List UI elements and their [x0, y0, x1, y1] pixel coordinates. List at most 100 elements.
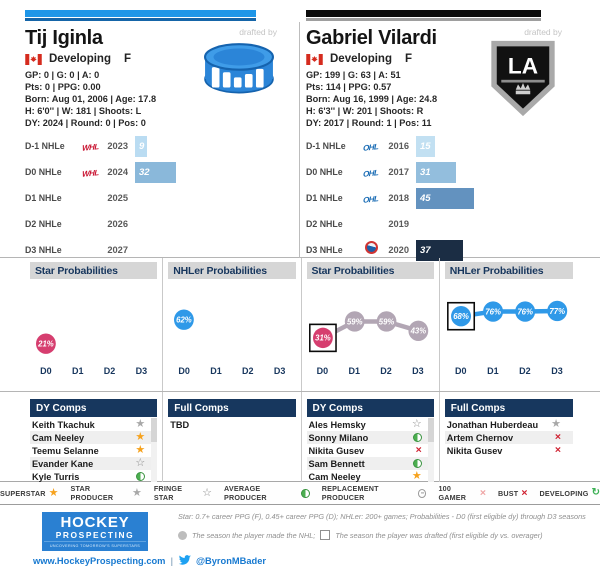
comps-list: Keith Tkachuk ★ Cam Neeley ★ Teemu Selanne ★ E…	[30, 418, 158, 483]
nhle-row-label: D1 NHLe	[25, 193, 62, 203]
nhle-row-label: D-1 NHLe	[306, 141, 346, 151]
svg-text:LA: LA	[508, 53, 538, 78]
ohl-logo-icon: OHL	[363, 168, 379, 179]
canada-flag-icon	[306, 53, 323, 65]
axis-tick-label: D2	[380, 366, 392, 376]
twitter-icon	[178, 555, 191, 565]
legend-item: STAR PRODUCER ★	[70, 484, 141, 502]
legend-item: SUPERSTAR ★	[0, 486, 59, 499]
ohl-logo-icon: OHL	[363, 142, 379, 153]
probability-point	[344, 311, 365, 332]
season-year-label: 2020	[388, 245, 409, 255]
twitter-handle[interactable]: @ByronMBader	[195, 555, 266, 566]
nhle-bar-area: 32	[135, 161, 291, 183]
axis-tick-label: D0	[178, 366, 190, 376]
full-comps-panel-left: Full Comps TBD	[163, 392, 302, 483]
season-year-label: 2027	[107, 245, 128, 255]
whl-logo-icon: WHL	[81, 142, 99, 153]
superstar-star-icon: ★	[411, 470, 422, 482]
star-probability-chart: 21%	[35, 333, 56, 354]
panel-title: Star Probabilities	[30, 262, 158, 279]
axis-tick-label: D0	[40, 366, 52, 376]
probability-point-label: 59%	[346, 317, 362, 326]
player-status: Developing	[330, 53, 392, 65]
comp-row: Nikita Gusev ×	[445, 444, 573, 457]
nhle-row: D3 NHLe 2027	[25, 237, 291, 263]
comp-player-name: Ales Hemsky	[308, 419, 366, 430]
comps-scrollbar-thumb[interactable]	[427, 418, 434, 442]
nhle-row: D2 NHLe 2026	[25, 211, 291, 237]
axis-tick-label: D2	[103, 366, 116, 376]
nhle-row-label: D3 NHLe	[25, 245, 62, 255]
probability-point	[35, 333, 56, 354]
panel-title: NHLer Probabilities	[444, 262, 573, 279]
nhle-value-bar: 32	[135, 161, 176, 183]
star-producer-icon: ★	[135, 418, 146, 430]
league-slot: WHL	[77, 163, 103, 181]
axis-tick-label: D1	[210, 366, 222, 376]
comp-player-name: Evander Kane	[32, 458, 94, 469]
nhle-row: D2 NHLe 2019	[306, 211, 576, 237]
league-slot: OHL	[358, 137, 384, 155]
comp-row: Cam Neeley ★	[30, 431, 158, 444]
average-producer-icon	[301, 488, 310, 498]
nhle-value-bar: 9	[135, 135, 147, 157]
stat-line: GP: 199 | G: 63 | A: 51	[306, 70, 401, 80]
nhle-bar-area	[135, 214, 291, 235]
legend-item: DEVELOPING ↻	[539, 488, 600, 498]
developing-icon: ↻	[591, 487, 600, 498]
probability-point	[514, 301, 535, 322]
nhle-value-bar: 45	[416, 187, 474, 209]
website-link[interactable]: www.HockeyProspecting.com	[33, 555, 166, 566]
legend-label: SUPERSTAR	[0, 488, 46, 498]
nhle-value-bar: 15	[416, 135, 435, 157]
nhle-row: D-1 NHLe WHL 2023 9	[25, 133, 291, 159]
bust-x-icon: ×	[554, 444, 561, 457]
stat-line: GP: 0 | G: 0 | A: 0	[25, 70, 100, 80]
comp-row: Sonny Milano	[306, 431, 434, 444]
superstar-star-icon: ★	[135, 431, 146, 443]
probability-point-label: 62%	[176, 315, 192, 324]
nhle-row: D0 NHLe WHL 2024 32	[25, 159, 291, 185]
season-year-label: 2023	[107, 141, 128, 151]
axis-tick-label: D0	[455, 366, 467, 376]
comp-row: Jonathan Huberdeau ★	[445, 418, 573, 431]
average-producer-icon	[412, 433, 422, 442]
axis-tick-label: D1	[348, 366, 360, 376]
probability-point-label: 77%	[549, 307, 565, 316]
superstar-star-icon: ★	[48, 486, 59, 499]
nhle-row-label: D3 NHLe	[306, 245, 343, 255]
top-section: Tij Iginla Developing F GP: 0 | G: 0 | A…	[0, 0, 600, 261]
legend-item: AVERAGE PRODUCER	[224, 484, 310, 502]
season-year-label: 2016	[388, 141, 409, 151]
season-year-label: 2017	[388, 167, 409, 177]
comps-scrollbar[interactable]	[151, 418, 158, 483]
comp-row: TBD	[168, 418, 295, 431]
nhle-bar-area	[416, 214, 576, 235]
comps-list: Jonathan Huberdeau ★ Artem Chernov × Nikita …	[444, 418, 573, 457]
panel-title: NHLer Probabilities	[168, 262, 296, 279]
comps-scrollbar[interactable]	[427, 418, 434, 483]
brand-tagline: UNCOVERING TOMORROW'S SUPERSTARS	[44, 541, 146, 549]
legend-bar: SUPERSTAR ★ STAR PRODUCER ★ FRINGE STAR ☆ AVER…	[0, 482, 600, 505]
nhle-row-label: D1 NHLe	[306, 193, 343, 203]
stat-line: Pts: 0 | PPG: 0.00	[25, 82, 101, 92]
comp-row: Nikita Gusev ×	[307, 444, 434, 457]
nhler-probabilities-panel-left: NHLer Probabilities 62% D0 D1 D2 D3	[163, 258, 302, 391]
season-year-label: 2019	[388, 219, 409, 229]
made-nhl-note: The season the player made the NHL;	[192, 530, 316, 540]
star-producer-icon: ★	[131, 486, 142, 499]
league-slot: WHL	[77, 137, 103, 155]
fringe-star-icon: ☆	[411, 418, 422, 430]
nhle-row-label: D2 NHLe	[25, 219, 62, 229]
nhle-row-label: D-1 NHLe	[25, 141, 65, 151]
comp-row: Kyle Turris	[30, 470, 157, 483]
nhler-probability-chart: 68% 76% 76% 77%	[446, 300, 567, 331]
comps-scrollbar-thumb[interactable]	[151, 418, 158, 442]
legend-item: FRINGE STAR ☆	[154, 484, 212, 502]
nhle-value-bar: 37	[416, 239, 463, 261]
chart-axis: D0 D1 D2 D3	[307, 366, 434, 380]
bust-x-icon: ×	[554, 431, 561, 444]
comp-row: Artem Chernov ×	[444, 431, 573, 444]
season-year-label: 2018	[388, 193, 409, 203]
